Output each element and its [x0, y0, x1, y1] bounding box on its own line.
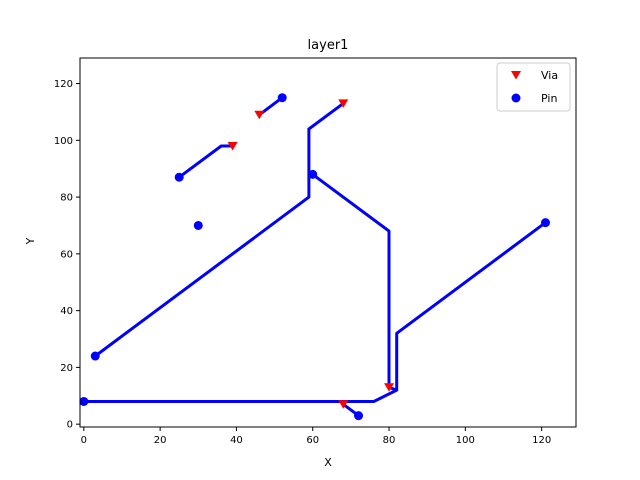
x-tick-label-0: 0	[81, 435, 87, 446]
x-tick-label-40: 40	[230, 435, 243, 446]
wire-2	[307, 101, 345, 131]
via-point-4	[384, 383, 395, 392]
x-tick-label-60: 60	[306, 435, 319, 446]
pin-point-4	[90, 351, 100, 361]
via-point-0	[227, 141, 238, 151]
via-point-3	[338, 400, 349, 409]
pin-point-1	[277, 93, 287, 103]
via-point-2	[338, 99, 349, 108]
y-tick-label-40: 40	[60, 306, 73, 317]
x-tick-label-100: 100	[456, 435, 475, 446]
x-axis-label: X	[324, 456, 332, 469]
x-tick-label-80: 80	[383, 435, 396, 446]
pin-point-3	[193, 220, 203, 230]
y-axis-label: Y	[24, 237, 37, 245]
pin-point-5	[79, 396, 89, 406]
wire-0	[177, 144, 235, 179]
chart-title: layer1	[308, 38, 349, 53]
legend-label-via: Via	[541, 69, 558, 82]
y-tick-label-120: 120	[54, 79, 73, 90]
markers-layer	[79, 93, 550, 421]
wire-3	[93, 127, 311, 358]
legend: Via Pin	[496, 62, 571, 112]
y-tick-label-100: 100	[54, 136, 73, 147]
pin-point-0	[174, 172, 184, 182]
ticks-layer: 0 20 40 60 80 100 120 0 20 40 60 80 100 120	[54, 79, 551, 446]
legend-marker-via	[511, 71, 521, 80]
wires-layer	[82, 96, 547, 418]
legend-marker-pin	[511, 93, 521, 103]
wire-4	[311, 172, 391, 389]
legend-label-pin: Pin	[541, 92, 557, 105]
plot-frame	[79, 57, 577, 428]
y-tick-label-80: 80	[60, 193, 73, 204]
pin-point-2	[308, 169, 318, 179]
y-tick-label-60: 60	[60, 249, 73, 260]
y-tick-label-0: 0	[67, 420, 73, 431]
via-point-1	[254, 110, 265, 120]
x-tick-label-20: 20	[154, 435, 167, 446]
pin-point-6	[354, 411, 364, 421]
y-tick-label-20: 20	[60, 363, 73, 374]
x-tick-label-120: 120	[532, 435, 551, 446]
pin-point-7	[540, 218, 550, 228]
legend-box	[496, 62, 571, 112]
